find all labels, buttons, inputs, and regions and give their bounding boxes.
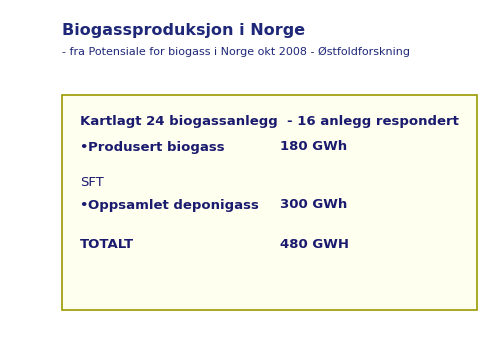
Text: 180 GWh: 180 GWh (280, 140, 347, 154)
Text: Oppsamlet deponigass: Oppsamlet deponigass (88, 198, 259, 211)
Text: SFT: SFT (80, 175, 104, 189)
Text: TOTALT: TOTALT (80, 239, 134, 251)
Text: •: • (79, 198, 88, 211)
Text: 300 GWh: 300 GWh (280, 198, 347, 211)
Text: Biogassproduksjon i Norge: Biogassproduksjon i Norge (62, 23, 305, 37)
Text: Kartlagt 24 biogassanlegg  - 16 anlegg respondert: Kartlagt 24 biogassanlegg - 16 anlegg re… (80, 115, 459, 128)
Text: •: • (79, 140, 88, 154)
Text: Produsert biogass: Produsert biogass (88, 140, 224, 154)
Text: 480 GWH: 480 GWH (280, 239, 349, 251)
FancyBboxPatch shape (62, 95, 477, 310)
Text: - fra Potensiale for biogass i Norge okt 2008 - Østfoldforskning: - fra Potensiale for biogass i Norge okt… (62, 47, 410, 57)
